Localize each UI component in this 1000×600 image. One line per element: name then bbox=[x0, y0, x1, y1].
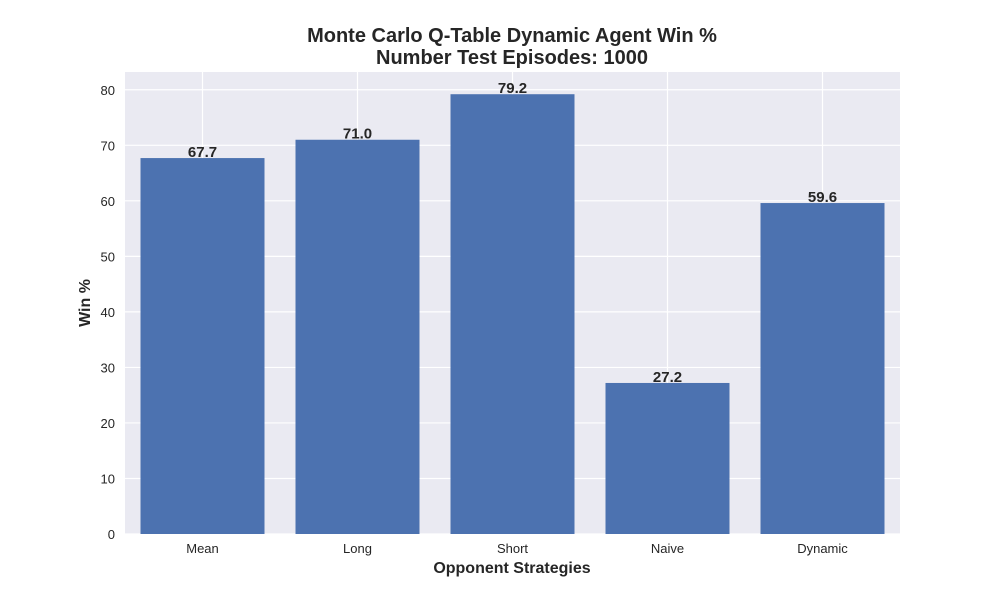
bar-naive bbox=[605, 382, 730, 534]
x-tick-label-long: Long bbox=[343, 541, 372, 556]
y-axis-ticks: 0 10 20 30 40 50 60 70 80 bbox=[101, 83, 115, 542]
value-label-mean: 67.7 bbox=[188, 144, 217, 161]
chart-title-line-1: Monte Carlo Q-Table Dynamic Agent Win % bbox=[307, 25, 717, 47]
value-label-short: 79.2 bbox=[498, 80, 527, 97]
x-tick-label-dynamic: Dynamic bbox=[797, 541, 848, 556]
x-tick-label-short: Short bbox=[497, 541, 528, 556]
bar-dynamic bbox=[760, 203, 885, 534]
x-tick-label-naive: Naive bbox=[651, 541, 684, 556]
y-tick-label: 0 bbox=[108, 527, 115, 542]
y-tick-label: 60 bbox=[101, 194, 115, 209]
bar-short bbox=[450, 94, 575, 534]
x-tick-label-mean: Mean bbox=[186, 541, 219, 556]
y-tick-label: 30 bbox=[101, 360, 115, 375]
y-tick-label: 50 bbox=[101, 249, 115, 264]
y-axis-label: Win % bbox=[77, 279, 94, 327]
bars bbox=[140, 94, 885, 535]
value-label-naive: 27.2 bbox=[653, 369, 682, 386]
bar-long bbox=[295, 139, 420, 535]
y-tick-label: 10 bbox=[101, 471, 115, 486]
y-tick-label: 20 bbox=[101, 416, 115, 431]
x-axis-ticks: Mean Long Short Naive Dynamic bbox=[186, 541, 848, 556]
bar-mean bbox=[140, 158, 265, 535]
chart-title-line-2: Number Test Episodes: 1000 bbox=[376, 47, 648, 69]
x-axis-label: Opponent Strategies bbox=[433, 560, 590, 577]
y-tick-label: 70 bbox=[101, 138, 115, 153]
y-tick-label: 40 bbox=[101, 305, 115, 320]
y-tick-label: 80 bbox=[101, 83, 115, 98]
data-labels: 67.7 71.0 79.2 27.2 59.6 bbox=[188, 80, 837, 386]
value-label-long: 71.0 bbox=[343, 126, 372, 143]
value-label-dynamic: 59.6 bbox=[808, 189, 837, 206]
